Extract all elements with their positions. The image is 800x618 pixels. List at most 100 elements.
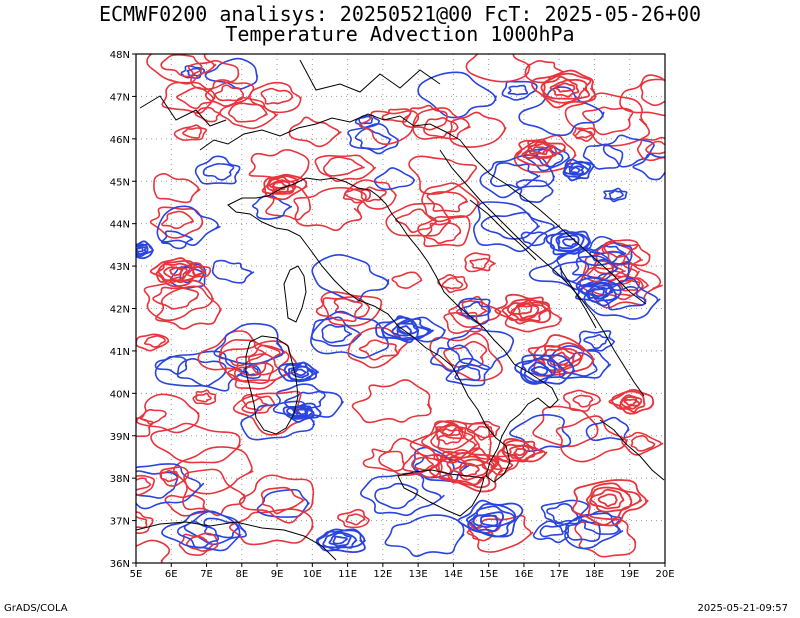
cold-advection-contour — [430, 344, 474, 373]
warm-advection-contour — [143, 335, 166, 348]
cold-advection-contour — [568, 165, 585, 176]
warm-advection-contour — [176, 86, 215, 110]
cold-advection-contour — [583, 333, 609, 350]
cold-advection-contour — [514, 354, 566, 384]
lon-tick-label: 15E — [479, 569, 498, 580]
warm-advection-contour — [227, 353, 291, 390]
warm-advection-contour — [182, 127, 202, 139]
lon-tick-label: 20E — [655, 569, 674, 580]
warm-advection-contour — [173, 446, 254, 495]
cold-advection-contour — [202, 162, 235, 181]
cold-advection-contour — [582, 143, 624, 170]
warm-advection-contour — [412, 107, 471, 140]
lat-tick-label: 38N — [110, 474, 130, 485]
warm-advection-contour — [555, 415, 628, 463]
coastlines-and-borders — [136, 59, 665, 561]
cold-advection-contour — [194, 155, 241, 185]
cold-advection-contour — [539, 525, 564, 538]
warm-advection-contour — [140, 408, 167, 425]
warm-advection-contour — [603, 242, 651, 267]
warm-advection-contour — [441, 277, 464, 290]
cold-advection-contour — [603, 187, 628, 203]
cold-advection-contour — [161, 230, 194, 250]
warm-advection-contour — [408, 155, 478, 195]
cold-advection-contour — [154, 350, 248, 392]
cold-advection-contour — [161, 510, 242, 552]
sicily-coastline — [397, 469, 485, 517]
warm-advection-contour — [582, 106, 634, 136]
corsica-coastline — [283, 265, 307, 323]
warm-advection-contour — [530, 69, 597, 109]
cold-advection-contour — [375, 315, 435, 344]
warm-advection-contour — [272, 181, 288, 191]
cold-advection-contour — [518, 86, 605, 137]
cold-advection-contour — [608, 189, 624, 201]
cold-advection-contour — [602, 134, 655, 168]
cold-advection-contour — [556, 248, 630, 288]
warm-advection-contour — [402, 104, 448, 131]
cold-advection-contour — [136, 470, 179, 499]
warm-advection-contour — [437, 274, 468, 294]
cold-advection-contour — [256, 488, 310, 518]
warm-advection-contour — [449, 111, 507, 148]
warm-advection-contour — [465, 54, 531, 83]
warm-advection-contour — [572, 127, 596, 142]
cold-advection-contour — [417, 71, 497, 119]
warm-advection-contour — [630, 435, 656, 452]
warm-advection-contour — [159, 469, 180, 483]
cold-advection-contour — [186, 67, 202, 77]
warm-advection-contour — [358, 110, 420, 146]
cold-advection-contour — [480, 211, 541, 240]
warm-advection-contour — [640, 78, 665, 107]
warm-advection-contour — [143, 279, 215, 322]
warm-advection-contour — [563, 389, 602, 412]
cold-advection-contour — [454, 364, 481, 382]
cold-advection-contour — [154, 355, 188, 375]
cold-advection-contour — [549, 229, 591, 255]
warm-advection-contour — [187, 59, 240, 91]
warm-advection-contour — [323, 156, 365, 177]
cold-advection-contour — [290, 365, 310, 379]
warm-advection-contour — [549, 79, 580, 98]
warm-advection-contour — [185, 535, 214, 552]
cold-advection-contour — [591, 288, 606, 298]
warm-advection-contour — [265, 185, 312, 221]
cold-advection-contour — [180, 65, 206, 80]
warm-advection-contour — [429, 447, 504, 493]
national-borders — [139, 59, 647, 329]
warm-advection-contour — [623, 398, 637, 406]
warm-advection-contour — [345, 513, 366, 526]
cold-advection-contour — [176, 520, 220, 549]
cold-advection-contour — [293, 368, 307, 377]
warm-advection-contour — [549, 351, 571, 366]
cold-advection-contour — [473, 201, 561, 253]
warm-advection-contour — [411, 456, 435, 471]
lat-tick-label: 45N — [110, 177, 130, 188]
warm-advection-contour — [502, 443, 536, 462]
warm-advection-contour — [619, 74, 665, 117]
warm-advection-contour — [161, 210, 195, 230]
cold-advection-contour — [414, 454, 455, 479]
cold-advection-contour — [282, 402, 322, 423]
cold-advection-contour — [490, 162, 541, 189]
warm-advection-contour — [136, 477, 152, 491]
warm-advection-contour — [163, 266, 188, 280]
warm-advection-contour — [472, 425, 495, 439]
cold-advection-contour — [530, 365, 549, 376]
cold-advection-contour — [577, 330, 616, 352]
warm-advection-contour — [347, 326, 409, 369]
cold-advection-contour — [562, 238, 578, 248]
warm-advection-contour — [155, 285, 222, 330]
cold-advection-contour — [570, 166, 581, 174]
cold-advection-contour — [546, 503, 579, 524]
warm-advection-contour — [333, 296, 371, 319]
lat-tick-label: 46N — [110, 135, 130, 146]
warm-advection-contour — [153, 173, 201, 204]
warm-advection-contour — [194, 106, 222, 123]
cold-advection-contour — [577, 281, 617, 303]
warm-advection-contour — [564, 92, 650, 147]
warm-advection-contour — [155, 259, 196, 284]
warm-advection-contour — [574, 129, 594, 139]
warm-advection-contour — [509, 444, 530, 460]
warm-advection-contour — [527, 334, 595, 377]
